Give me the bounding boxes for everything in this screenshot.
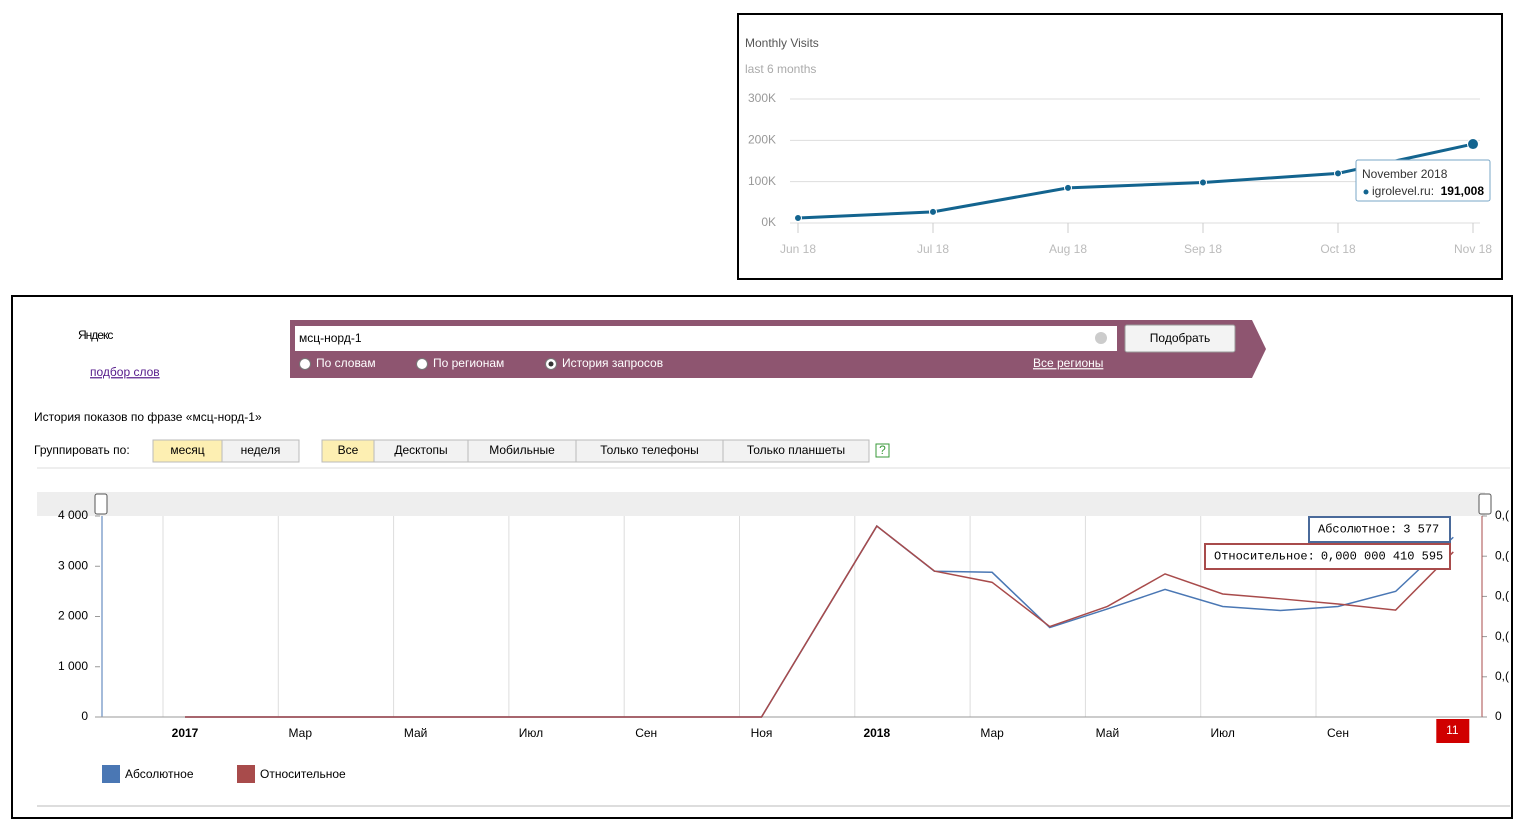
tooltip-name: igrolevel.ru: xyxy=(1372,184,1434,198)
y2-tick-label: 0,( xyxy=(1495,589,1509,603)
x-tick-label: Май xyxy=(404,726,428,740)
toggle-label[interactable]: Все xyxy=(338,443,359,457)
search-query[interactable]: мсц-норд-1 xyxy=(299,331,362,345)
group-label: Группировать по: xyxy=(34,443,130,457)
y2-tick-label: 0,( xyxy=(1495,669,1509,683)
tooltip xyxy=(1355,159,1491,202)
x-tick-label: Сен xyxy=(1327,726,1349,740)
point xyxy=(1334,169,1342,178)
tooltip xyxy=(1308,516,1451,543)
toggle-label[interactable]: Мобильные xyxy=(489,443,555,457)
x-tick-label: Мар xyxy=(980,726,1004,740)
radio-label[interactable]: По регионам xyxy=(433,356,504,370)
tooltip-value: 191,008 xyxy=(1441,184,1485,198)
logo-link[interactable]: подбор слов xyxy=(90,365,160,379)
y2-tick-label: 0,( xyxy=(1495,548,1509,562)
x-tick-label: Aug 18 xyxy=(1049,242,1087,256)
toggle-label[interactable]: Десктопы xyxy=(394,443,447,457)
tooltip-title: November 2018 xyxy=(1362,167,1448,181)
legend-swatch[interactable] xyxy=(237,765,255,783)
y-tick-label: 100K xyxy=(748,174,776,188)
y-tick-label: 3 000 xyxy=(58,558,88,572)
point xyxy=(794,214,802,223)
y2-tick-label: 0,( xyxy=(1495,508,1509,522)
help-icon[interactable] xyxy=(875,443,890,458)
x-tick-label: Jun 18 xyxy=(780,242,816,256)
tooltip xyxy=(1204,543,1451,570)
point xyxy=(1199,178,1207,187)
point xyxy=(1467,138,1479,151)
logo[interactable]: Яндекс xyxy=(78,328,114,342)
y2-tick-label: 0,( xyxy=(1495,629,1509,643)
tooltip-label: Относительное: xyxy=(1214,550,1315,564)
x-tick-label: Jul 18 xyxy=(917,242,949,256)
x-tick-label: Июл xyxy=(519,726,543,740)
y2-tick-label: 0 xyxy=(1495,709,1502,723)
tooltip-bullet xyxy=(1363,189,1369,195)
radio-dot xyxy=(548,361,554,367)
heading: История показов по фразе «мсц-норд-1» xyxy=(34,410,262,424)
tooltip-value: 3 577 xyxy=(1403,523,1439,537)
chart-subtitle: last 6 months xyxy=(745,62,816,76)
toggle-label[interactable]: Только телефоны xyxy=(600,443,699,457)
visits-panel xyxy=(737,13,1503,280)
y-tick-label: 2 000 xyxy=(58,609,88,623)
x-tick-label: 11 xyxy=(1446,723,1459,737)
submit-button[interactable] xyxy=(1124,324,1236,353)
radio-label[interactable]: По словам xyxy=(316,356,376,370)
line xyxy=(185,524,1454,718)
radio-label[interactable]: История запросов xyxy=(562,356,663,370)
point xyxy=(1064,183,1072,192)
x-tick-label: 2018 xyxy=(863,726,890,740)
navigator[interactable] xyxy=(37,492,1485,516)
help-label[interactable]: ? xyxy=(879,443,886,457)
x-tick-label: 2017 xyxy=(172,726,199,740)
chart-title: Monthly Visits xyxy=(745,36,819,50)
x-tick-label: Oct 18 xyxy=(1320,242,1356,256)
x-tick-label: Сен xyxy=(635,726,657,740)
navigator-handle[interactable] xyxy=(1478,493,1492,515)
submit-label[interactable]: Подобрать xyxy=(1150,331,1210,345)
y-tick-label: 0K xyxy=(761,215,776,229)
x-label-box xyxy=(1436,719,1470,743)
x-tick-label: Июл xyxy=(1211,726,1235,740)
toggle-button[interactable] xyxy=(221,439,300,463)
radio[interactable] xyxy=(416,358,428,370)
legend-swatch[interactable] xyxy=(102,765,120,783)
navigator-handle[interactable] xyxy=(94,493,108,515)
x-tick-label: Мар xyxy=(289,726,313,740)
radio[interactable] xyxy=(299,358,311,370)
point xyxy=(929,207,937,216)
x-tick-label: Sep 18 xyxy=(1184,242,1222,256)
x-tick-label: Май xyxy=(1096,726,1120,740)
x-tick-label: Ноя xyxy=(751,726,773,740)
toggle-label[interactable]: Только планшеты xyxy=(747,443,845,457)
search-input[interactable] xyxy=(295,326,1117,351)
y-tick-label: 0 xyxy=(81,709,88,723)
toggle-button[interactable] xyxy=(722,439,870,463)
tooltip-value: 0,000 000 410 595 xyxy=(1321,550,1443,564)
legend-label[interactable]: Абсолютное xyxy=(125,767,194,781)
toggle-label[interactable]: неделя xyxy=(241,443,281,457)
y-tick-label: 300K xyxy=(748,91,776,105)
x-tick-label: Nov 18 xyxy=(1454,242,1492,256)
tooltip-label: Абсолютное: xyxy=(1318,523,1397,537)
legend-label[interactable]: Относительное xyxy=(260,767,346,781)
y-tick-label: 4 000 xyxy=(58,508,88,522)
clear-icon[interactable] xyxy=(1095,332,1107,344)
toggle-label[interactable]: месяц xyxy=(170,443,204,457)
y-tick-label: 1 000 xyxy=(58,659,88,673)
regions-link[interactable]: Все регионы xyxy=(1033,356,1103,370)
y-tick-label: 200K xyxy=(748,133,776,147)
